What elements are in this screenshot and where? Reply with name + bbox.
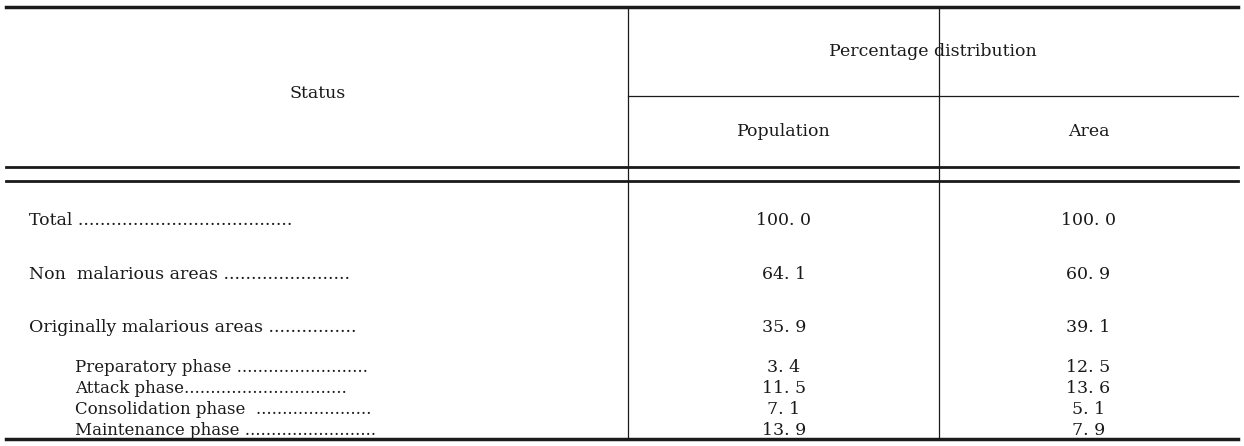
Text: Maintenance phase .........................: Maintenance phase ......................…: [75, 422, 376, 439]
Text: Total .......................................: Total ..................................…: [29, 212, 292, 229]
Text: Attack phase...............................: Attack phase............................…: [75, 380, 346, 397]
Text: 11. 5: 11. 5: [761, 380, 806, 397]
Text: 7. 1: 7. 1: [768, 401, 800, 418]
Text: Preparatory phase .........................: Preparatory phase ......................…: [75, 359, 367, 376]
Text: 39. 1: 39. 1: [1066, 319, 1111, 336]
Text: 100. 0: 100. 0: [756, 212, 811, 229]
Text: Non  malarious areas .......................: Non malarious areas ....................…: [29, 266, 350, 283]
Text: Originally malarious areas ................: Originally malarious areas .............…: [29, 319, 356, 336]
Text: Status: Status: [289, 85, 346, 102]
Text: 13. 9: 13. 9: [761, 422, 806, 439]
Text: 5. 1: 5. 1: [1072, 401, 1105, 418]
Text: Percentage distribution: Percentage distribution: [829, 43, 1037, 60]
Text: 3. 4: 3. 4: [768, 359, 800, 376]
Text: 35. 9: 35. 9: [761, 319, 806, 336]
Text: Consolidation phase  ......................: Consolidation phase ....................…: [75, 401, 371, 418]
Text: 100. 0: 100. 0: [1061, 212, 1116, 229]
Text: 60. 9: 60. 9: [1066, 266, 1111, 283]
Text: 13. 6: 13. 6: [1066, 380, 1111, 397]
Text: 64. 1: 64. 1: [761, 266, 806, 283]
Text: 7. 9: 7. 9: [1072, 422, 1105, 439]
Text: Population: Population: [736, 123, 831, 140]
Text: 12. 5: 12. 5: [1066, 359, 1111, 376]
Text: Area: Area: [1067, 123, 1110, 140]
